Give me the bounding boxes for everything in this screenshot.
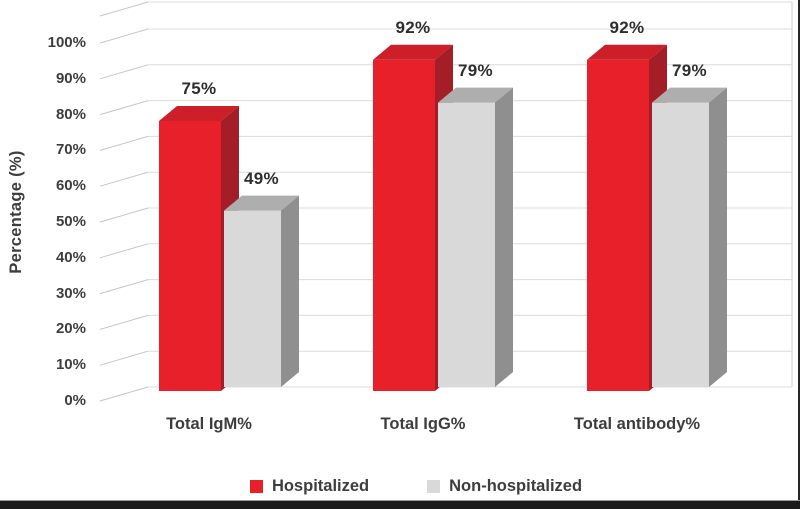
tick-leader-30: [99, 279, 149, 295]
bar-non-hospitalized-total-antibody-top-face: [652, 87, 727, 103]
data-label-bar-non-hospitalized-total-igm: 49%: [244, 168, 279, 188]
tick-leader-90: [99, 64, 149, 80]
bar-non-hospitalized-total-igg: [438, 87, 513, 387]
tick-leader-40: [99, 243, 149, 259]
figure-bottom-border: [0, 500, 800, 509]
category-label-total-igm: Total IgM%: [166, 415, 252, 433]
bar-hospitalized-total-igg-top-face: [373, 44, 453, 60]
tick-leader-80: [99, 100, 149, 116]
bar-non-hospitalized-total-igm-top-face: [224, 195, 299, 211]
tick-leader-70: [99, 135, 149, 151]
y-tick-label-10: 10%: [55, 356, 86, 374]
legend-item-non-hospitalized: Non-hospitalized: [427, 477, 582, 496]
tick-leader-50: [99, 207, 149, 223]
tick-leader-0: [99, 386, 149, 402]
legend: Hospitalized Non-hospitalized: [16, 477, 800, 496]
bar-hospitalized-total-antibody-front-face: [587, 59, 649, 392]
y-tick-label-60: 60%: [55, 177, 86, 195]
bar-non-hospitalized-total-igm: [224, 195, 299, 387]
category-label-total-igg: Total IgG%: [380, 415, 466, 433]
data-label-bar-non-hospitalized-total-igg: 79%: [458, 60, 493, 80]
bar-non-hospitalized-total-antibody-side-face: [709, 87, 727, 387]
y-tick-label-50: 50%: [55, 213, 86, 230]
y-tick-label-90: 90%: [55, 69, 86, 87]
data-label-bar-hospitalized-total-igg: 92%: [395, 17, 431, 37]
y-tick-label-80: 80%: [55, 105, 86, 123]
tick-leader-100: [99, 28, 149, 44]
wall-top-leader: [99, 1, 149, 17]
data-label-bar-hospitalized-total-igm: 75%: [181, 79, 217, 98]
y-tick-label-30: 30%: [55, 284, 86, 302]
legend-label-non-hospitalized: Non-hospitalized: [449, 477, 583, 495]
bar-non-hospitalized-total-antibody-front-face: [652, 102, 709, 387]
bar-hospitalized-total-igm-front-face: [159, 121, 221, 391]
legend-swatch-non-hospitalized: [427, 480, 441, 493]
data-label-bar-hospitalized-total-antibody: 92%: [609, 17, 645, 37]
tick-leader-10: [99, 350, 149, 366]
bar-non-hospitalized-total-igm-side-face: [281, 195, 299, 387]
bar-non-hospitalized-total-antibody: [652, 87, 727, 387]
bar-hospitalized-total-igm-top-face: [159, 106, 239, 121]
legend-swatch-hospitalized: [249, 480, 263, 493]
bar-non-hospitalized-total-igg-top-face: [438, 87, 513, 103]
legend-item-hospitalized: Hospitalized: [249, 477, 370, 496]
category-label-total-antibody: Total antibody%: [573, 415, 701, 433]
y-tick-label-20: 20%: [55, 320, 86, 338]
tick-leader-20: [99, 314, 149, 330]
data-label-bar-non-hospitalized-total-antibody: 79%: [672, 60, 707, 80]
y-tick-label-100: 100%: [47, 34, 86, 51]
y-tick-label-0: 0%: [64, 392, 86, 409]
figure-right-border: [798, 0, 800, 509]
y-tick-label-40: 40%: [55, 248, 86, 266]
bar-non-hospitalized-total-igm-front-face: [224, 210, 281, 387]
legend-label-hospitalized: Hospitalized: [271, 477, 370, 495]
tick-leader-60: [99, 171, 149, 187]
bar-hospitalized-total-igg-front-face: [373, 59, 435, 392]
bar-non-hospitalized-total-igg-side-face: [495, 87, 513, 387]
y-tick-label-70: 70%: [55, 141, 86, 159]
bar-non-hospitalized-total-igg-front-face: [438, 102, 495, 387]
bar-hospitalized-total-antibody-top-face: [587, 44, 667, 60]
